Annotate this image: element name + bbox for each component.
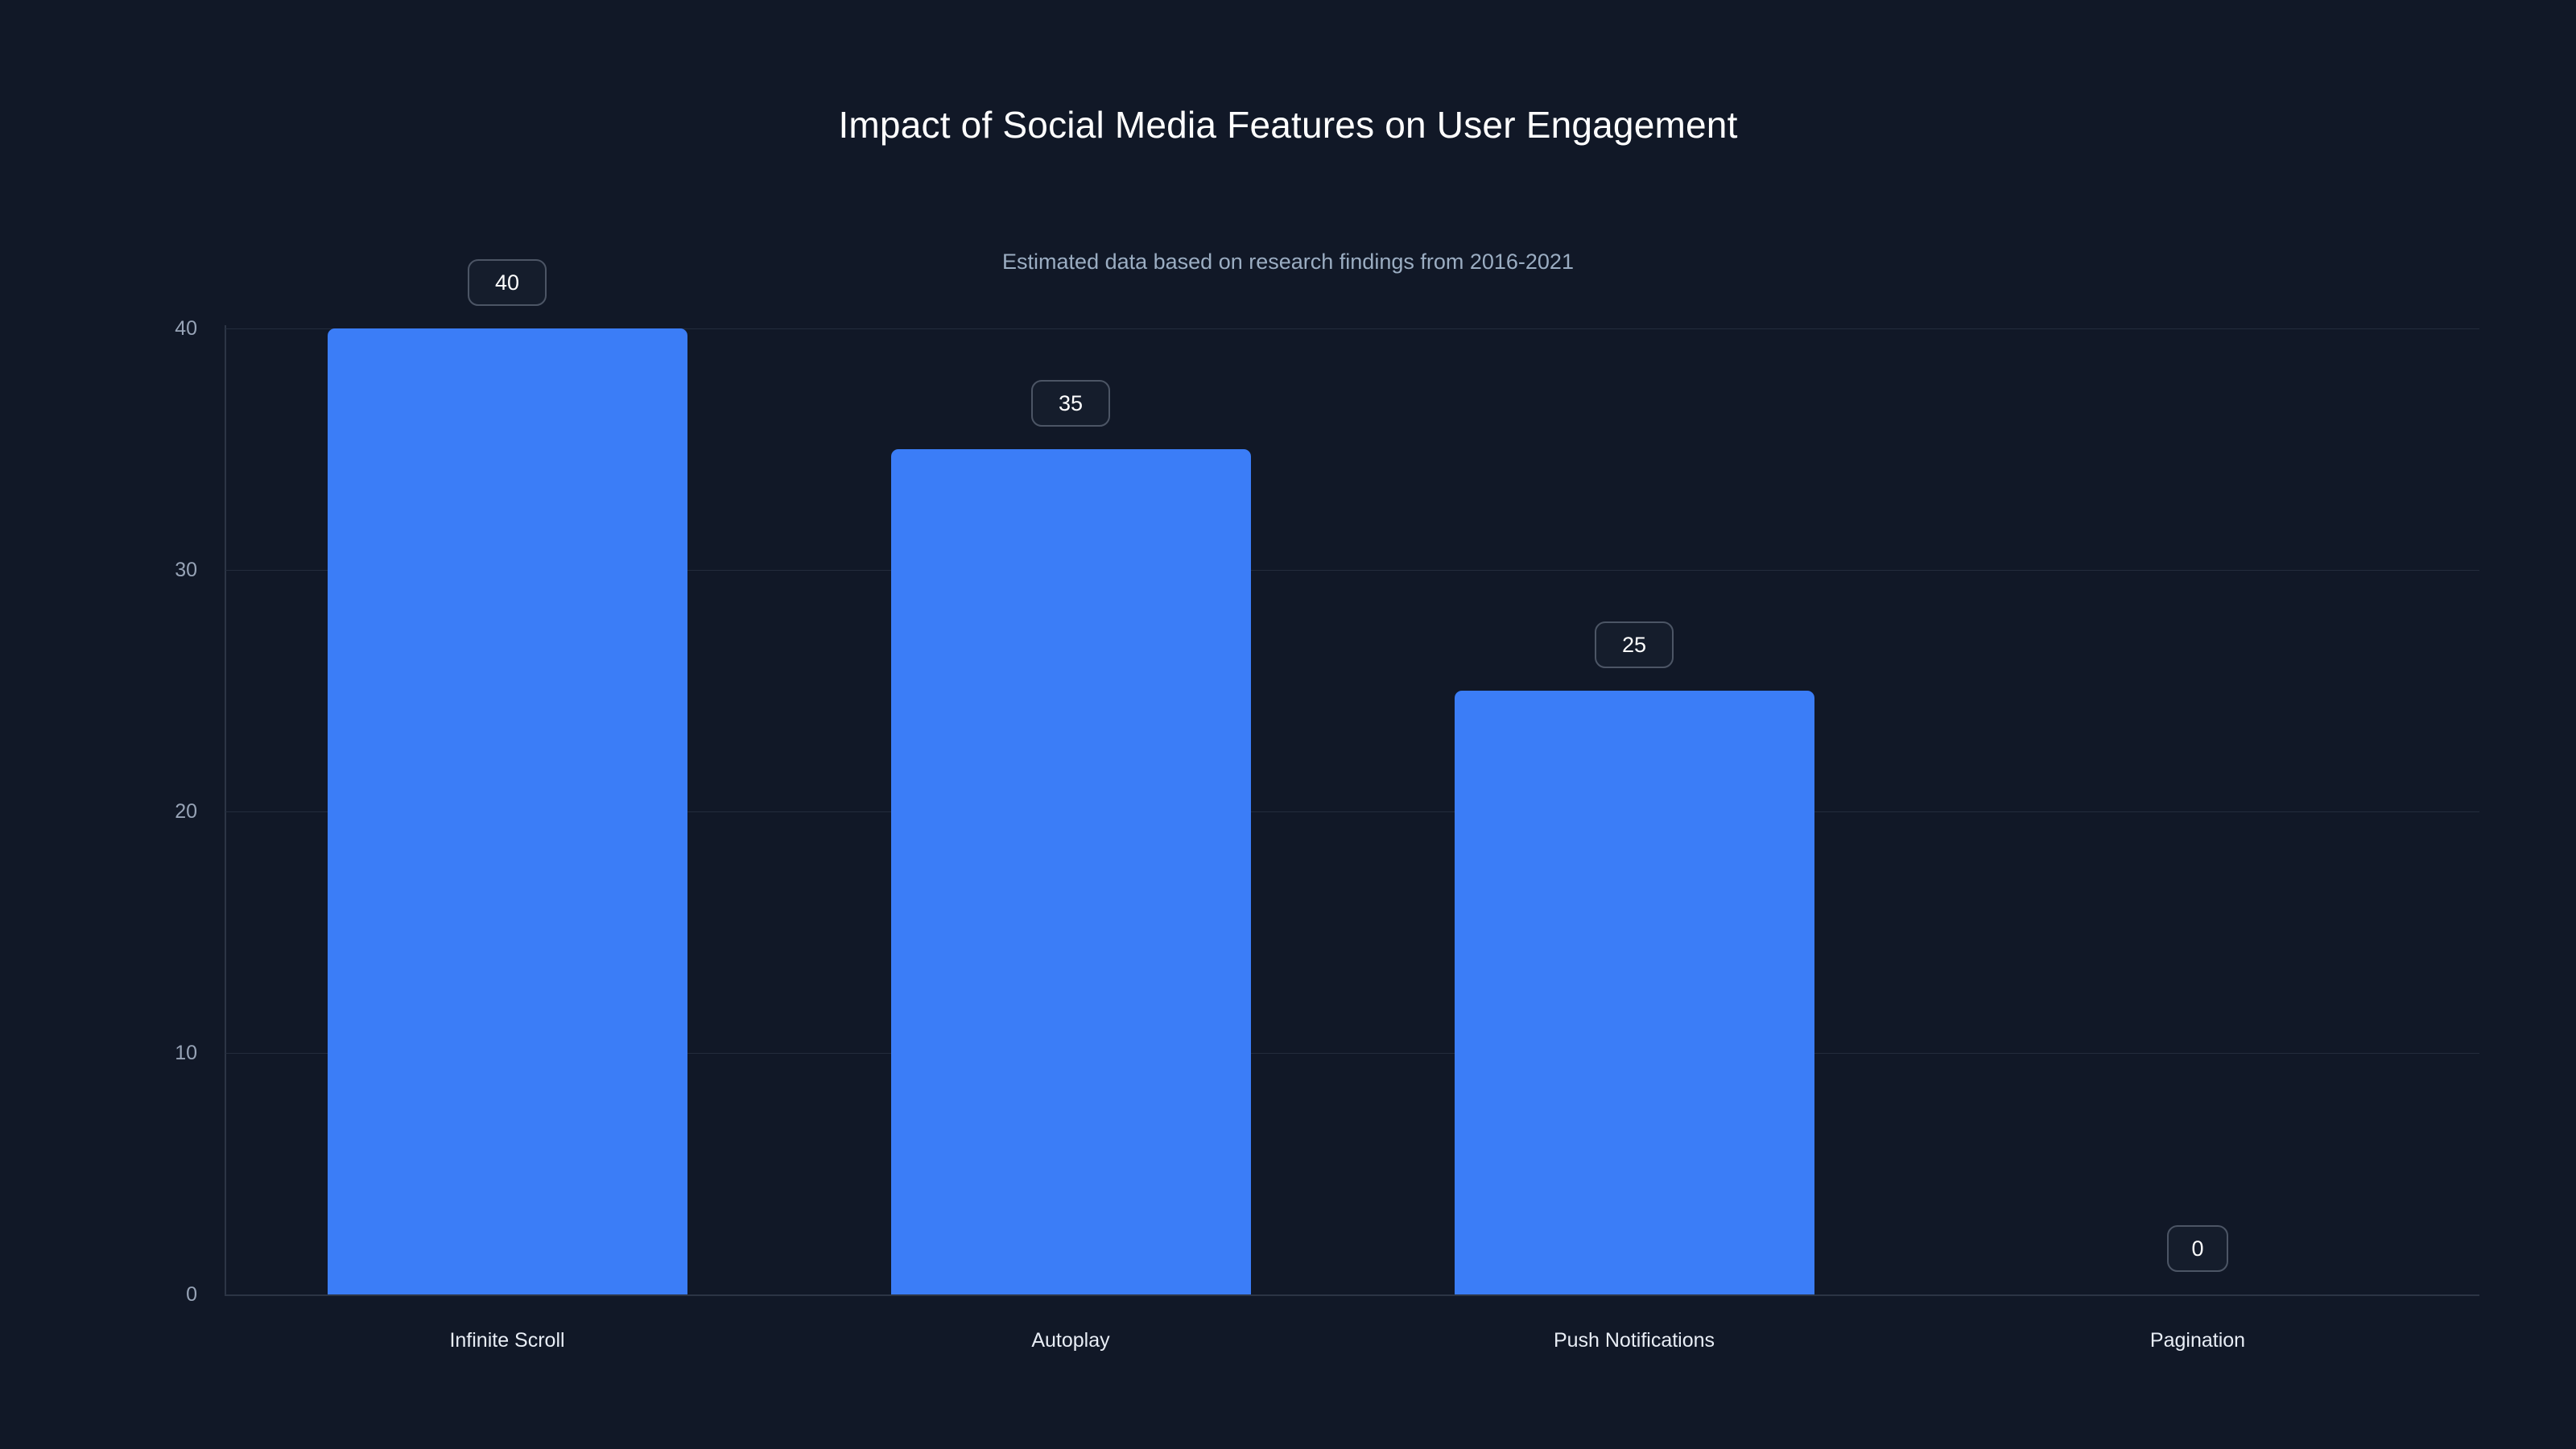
x-tick-label: Push Notifications	[1553, 1329, 1715, 1352]
data-label-badge: 35	[1031, 380, 1110, 427]
x-tick-label: Pagination	[2149, 1329, 2246, 1352]
y-axis-line	[225, 325, 226, 1296]
plot-area	[225, 328, 2479, 1296]
x-tick-label: Autoplay	[1031, 1329, 1110, 1352]
y-tick-label: 30	[175, 559, 197, 581]
gridline-30	[225, 570, 2479, 571]
bar-autoplay[interactable]	[890, 449, 1251, 1294]
gridline-10	[225, 1053, 2479, 1054]
bar-push-notifications[interactable]	[1454, 691, 1814, 1294]
data-label-badge: 40	[468, 259, 547, 306]
data-label-badge: 0	[2167, 1225, 2228, 1272]
gridline-40	[225, 328, 2479, 329]
y-tick-label: 10	[175, 1042, 197, 1064]
y-tick-label: 0	[186, 1283, 197, 1306]
y-tick-label: 20	[175, 800, 197, 823]
bar-infinite-scroll[interactable]	[327, 328, 687, 1294]
gridline-0	[225, 1294, 2479, 1296]
chart-subtitle: Estimated data based on research finding…	[1002, 250, 1574, 274]
x-tick-label: Infinite Scroll	[449, 1329, 565, 1352]
chart-title: Impact of Social Media Features on User …	[838, 104, 1738, 146]
data-label-badge: 25	[1595, 621, 1674, 668]
y-tick-label: 40	[175, 317, 197, 340]
gridline-20	[225, 811, 2479, 812]
